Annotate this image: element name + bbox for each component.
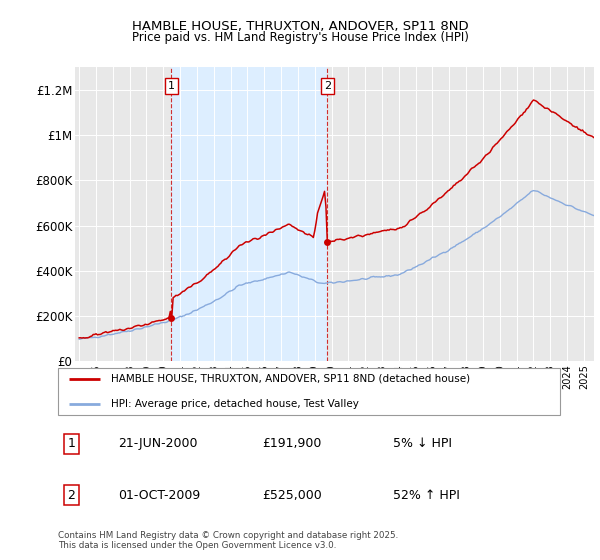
Text: Price paid vs. HM Land Registry's House Price Index (HPI): Price paid vs. HM Land Registry's House …: [131, 31, 469, 44]
Text: 21-JUN-2000: 21-JUN-2000: [118, 437, 198, 450]
Text: £191,900: £191,900: [262, 437, 322, 450]
FancyBboxPatch shape: [58, 368, 560, 415]
Text: HPI: Average price, detached house, Test Valley: HPI: Average price, detached house, Test…: [110, 399, 359, 409]
Text: 1: 1: [168, 81, 175, 91]
Text: 2: 2: [324, 81, 331, 91]
Text: 1: 1: [68, 437, 76, 450]
Text: 2: 2: [68, 489, 76, 502]
Bar: [171, 67, 328, 361]
Text: HAMBLE HOUSE, THRUXTON, ANDOVER, SP11 8ND (detached house): HAMBLE HOUSE, THRUXTON, ANDOVER, SP11 8N…: [110, 374, 470, 384]
Text: 01-OCT-2009: 01-OCT-2009: [118, 489, 201, 502]
Text: 5% ↓ HPI: 5% ↓ HPI: [392, 437, 452, 450]
Text: £525,000: £525,000: [262, 489, 322, 502]
Text: Contains HM Land Registry data © Crown copyright and database right 2025.
This d: Contains HM Land Registry data © Crown c…: [58, 531, 398, 550]
Text: 52% ↑ HPI: 52% ↑ HPI: [392, 489, 460, 502]
Text: HAMBLE HOUSE, THRUXTON, ANDOVER, SP11 8ND: HAMBLE HOUSE, THRUXTON, ANDOVER, SP11 8N…: [131, 20, 469, 32]
